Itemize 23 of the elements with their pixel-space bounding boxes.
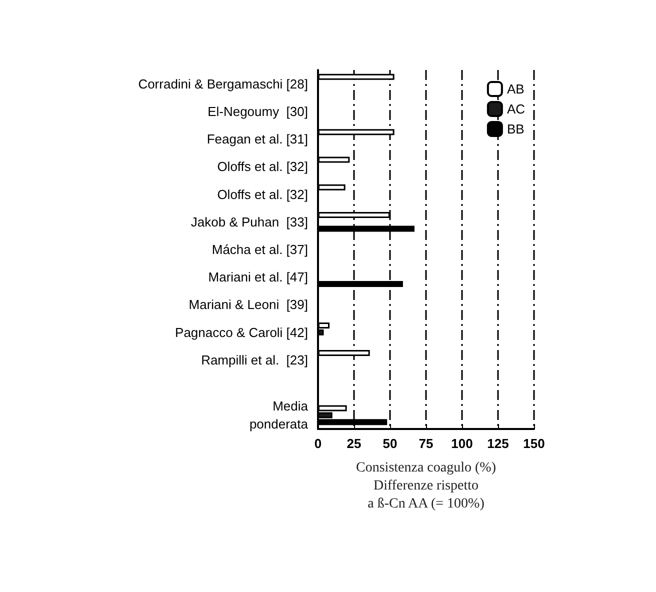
y-tick-label: Rampilli et al. [23]: [201, 352, 308, 368]
x-tick-label: 100: [451, 436, 473, 451]
x-tick-label: 50: [382, 436, 398, 451]
x-tick-label: 0: [314, 436, 322, 451]
x-tick-label: 25: [346, 436, 362, 451]
y-tick-label: Feagan et al. [31]: [206, 132, 308, 147]
legend-label: AC: [506, 102, 526, 116]
x-axis-title: Consistenza coagulo (%) Differenze rispetto a ß-Cn AA (= 100%): [356, 460, 496, 512]
y-tick-label: Mariani et al. [47]: [208, 270, 308, 285]
x-tick-label: 125: [487, 436, 509, 451]
legend-label: BB: [506, 122, 524, 136]
y-tick-label: Jakob & Puhan [33]: [190, 214, 308, 230]
y-tick-label: Oloffs et al. [32]: [217, 186, 308, 202]
legend-label: AB: [506, 82, 524, 96]
y-tick-label: Media ponderata: [249, 398, 309, 432]
y-tick-label: Corradini & Bergamaschi [28]: [138, 76, 308, 92]
y-tick-label: Pagnacco & Caroli [42]: [175, 324, 308, 340]
y-tick-label: El-Negoumy [30]: [208, 104, 308, 119]
y-tick-label: Mácha et al. [37]: [212, 242, 308, 257]
x-tick-label: 150: [523, 436, 545, 451]
x-tick-label: 75: [418, 436, 434, 451]
y-tick-label: Mariani & Leoni [39]: [188, 297, 308, 312]
y-tick-label: Oloffs et al. [32]: [217, 159, 308, 174]
